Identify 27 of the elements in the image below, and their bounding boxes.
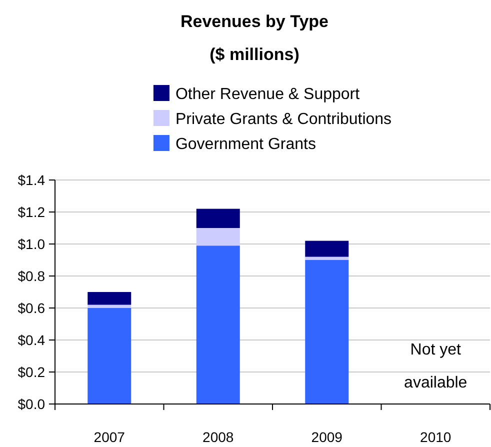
bar	[88, 304, 132, 308]
y-tick-label: $0.2	[18, 364, 46, 380]
bar	[305, 260, 349, 404]
y-tick-label: $1.0	[18, 236, 46, 252]
y-tick-label: $1.2	[18, 204, 46, 220]
bar	[196, 246, 240, 404]
bar	[305, 256, 349, 260]
chart-subtitle: ($ millions)	[210, 45, 300, 64]
y-tick-label: $0.0	[18, 396, 46, 412]
y-tick-label: $0.8	[18, 268, 46, 284]
bar	[196, 228, 240, 246]
annotation: Not yet available	[404, 342, 468, 392]
x-tick-label: 2010	[420, 429, 452, 445]
x-tick-label: 2007	[94, 429, 126, 445]
bar	[196, 208, 240, 228]
chart-title: Revenues by Type	[180, 12, 329, 31]
y-tick-label: $0.6	[18, 300, 46, 316]
bar	[88, 292, 132, 305]
y-tick-label: $1.4	[18, 172, 46, 188]
bar	[305, 240, 349, 257]
legend-label: Government Grants	[175, 136, 316, 153]
x-tick-label: 2008	[202, 429, 234, 445]
x-tick-label: 2009	[311, 429, 343, 445]
y-tick-label: $0.4	[18, 332, 46, 348]
legend-label: Other Revenue & Support	[175, 86, 360, 103]
bar	[88, 308, 132, 404]
legend-label: Private Grants & Contributions	[175, 111, 392, 128]
